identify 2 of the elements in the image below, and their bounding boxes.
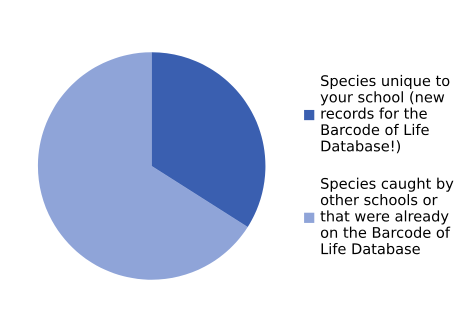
legend-label: Species unique to your school (new records for the Barcode of Life Database!) — [320, 74, 450, 154]
legend-label: Species caught by other schools or that were already on the Barcode of Life Database — [320, 178, 454, 254]
